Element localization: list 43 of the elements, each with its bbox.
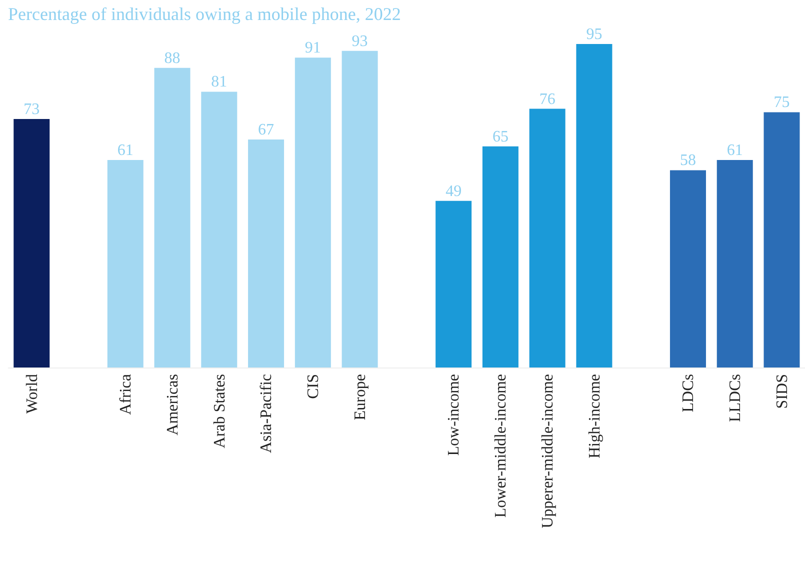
data-label: 61 bbox=[726, 142, 743, 159]
x-tick-label: World bbox=[24, 374, 41, 414]
data-label: 95 bbox=[586, 26, 602, 43]
bar bbox=[342, 50, 378, 368]
bar bbox=[248, 139, 284, 368]
bar bbox=[107, 160, 144, 368]
chart-title: Percentage of individuals owing a mobile phone, 2022 bbox=[8, 4, 402, 24]
x-tick-label: Americas bbox=[164, 374, 182, 436]
bar bbox=[529, 108, 566, 368]
x-tick-label: CIS bbox=[305, 374, 322, 399]
x-tick-label: Upperer-middle-income bbox=[540, 374, 557, 528]
bar bbox=[764, 112, 800, 368]
data-label: 93 bbox=[352, 32, 368, 50]
data-label: 88 bbox=[164, 50, 180, 67]
x-tick-label: Africa bbox=[118, 374, 135, 415]
x-tick-label: High-income bbox=[586, 374, 604, 458]
data-label: 76 bbox=[539, 90, 556, 108]
bar bbox=[436, 200, 472, 368]
x-tick-label: Europe bbox=[352, 374, 369, 420]
x-tick-label: Low-income bbox=[446, 374, 463, 456]
data-label: 81 bbox=[211, 74, 228, 91]
data-label: 49 bbox=[446, 182, 462, 200]
bar bbox=[576, 44, 612, 368]
bar bbox=[294, 58, 331, 368]
x-tick-label: Asia-Pacific bbox=[258, 374, 276, 454]
data-label: 91 bbox=[304, 40, 321, 57]
bar bbox=[716, 160, 753, 368]
x-tick-label: Arab States bbox=[211, 374, 228, 448]
bar bbox=[670, 170, 706, 368]
data-label: 75 bbox=[774, 94, 790, 112]
data-label: 67 bbox=[258, 121, 274, 138]
x-tick-label: LDCs bbox=[680, 374, 698, 412]
x-tick-label: SIDS bbox=[774, 374, 791, 409]
bar bbox=[482, 146, 518, 368]
data-label: 73 bbox=[24, 101, 40, 118]
bar bbox=[201, 92, 238, 368]
data-label: 65 bbox=[492, 128, 508, 146]
x-tick-label: LLDCs bbox=[727, 374, 744, 422]
x-tick-label: Lower-middle-income bbox=[492, 374, 510, 518]
data-label: 61 bbox=[117, 142, 134, 159]
bar bbox=[14, 119, 50, 368]
bar bbox=[154, 68, 190, 368]
data-label: 58 bbox=[680, 152, 696, 170]
